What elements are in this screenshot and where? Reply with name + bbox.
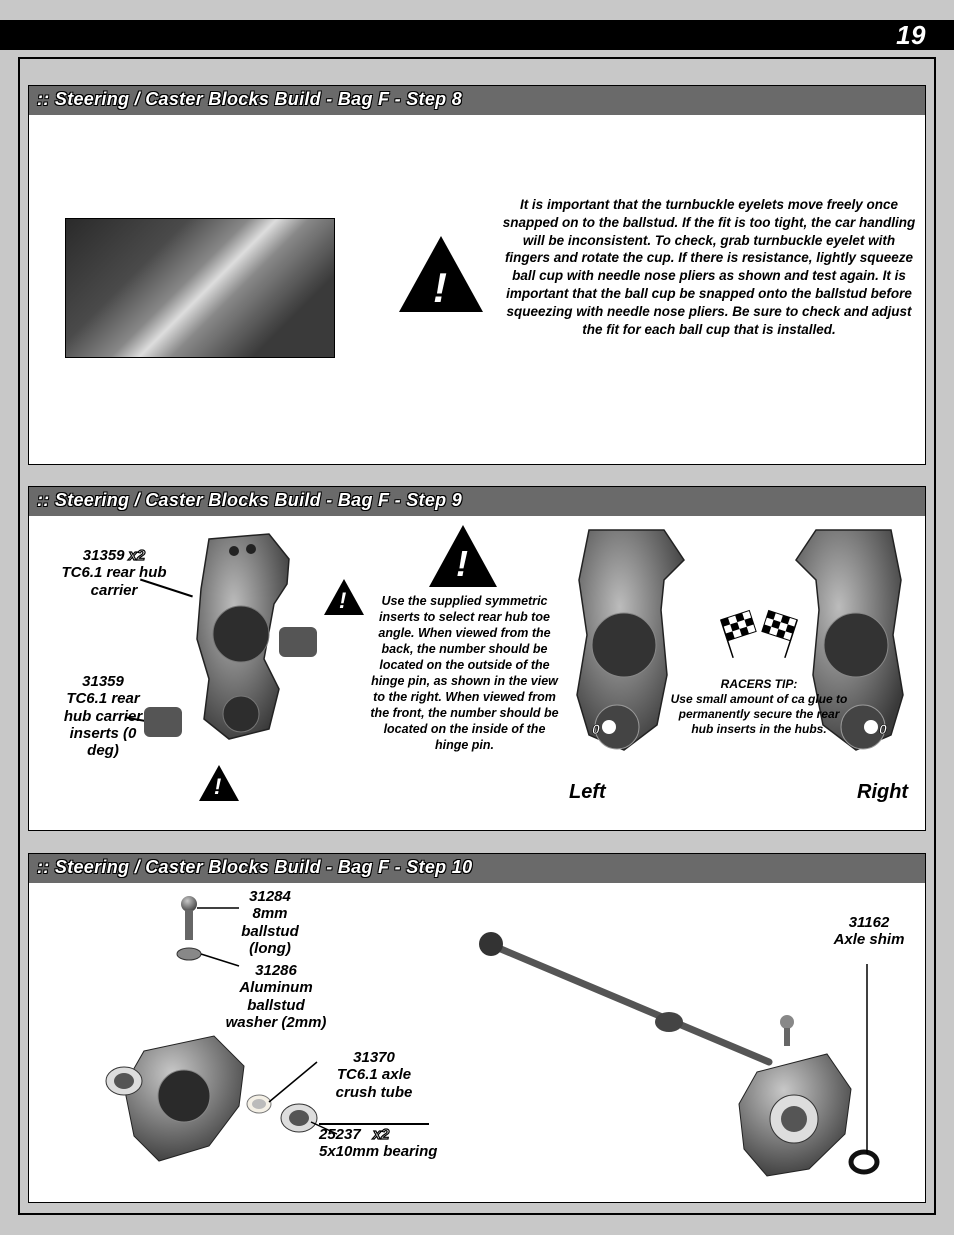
carrier-qty: x2: [129, 547, 146, 564]
p5-num: 31162: [849, 914, 890, 931]
carrier-partnum: 31359: [83, 547, 125, 564]
divider-line: [319, 1123, 429, 1125]
p3-name: TC6.1 axle crush tube: [336, 1066, 413, 1100]
p4-num: 25237: [319, 1126, 361, 1143]
warning-icon: [199, 765, 239, 801]
p2-num: 31286: [255, 962, 297, 979]
step10-header: :: Steering / Caster Blocks Build - Bag …: [29, 854, 925, 883]
inserts-name: TC6.1 rear hub carrier inserts (0 deg): [64, 690, 142, 759]
tip-body: Use small amount of ca glue to permanent…: [671, 692, 848, 736]
insert-diagram: [144, 707, 182, 737]
svg-text:0: 0: [879, 721, 887, 737]
step8-header: :: Steering / Caster Blocks Build - Bag …: [29, 86, 925, 115]
label-inserts: 31359 TC6.1 rear hub carrier inserts (0 …: [53, 673, 153, 759]
p4-name: 5x10mm bearing: [319, 1143, 437, 1160]
p4-qty: x2: [373, 1126, 390, 1143]
racers-flags-icon: [709, 607, 809, 672]
racers-tip: RACERS TIP: Use small amount of ca glue …: [669, 677, 849, 737]
warning-icon: [399, 236, 483, 312]
step8-note: It is important that the turnbuckle eyel…: [499, 196, 919, 339]
label-axleshim: 31162 Axle shim: [819, 914, 919, 949]
pliers-photo: [65, 218, 335, 358]
step9-note: Use the supplied symmetric inserts to se…: [367, 593, 562, 753]
svg-text:0: 0: [592, 721, 600, 737]
right-label: Right: [857, 781, 908, 804]
label-carrier: 31359x2 TC6.1 rear hub carrier: [59, 547, 169, 599]
section-step8: :: Steering / Caster Blocks Build - Bag …: [28, 85, 926, 465]
insert-diagram: [279, 627, 317, 657]
section-step9: :: Steering / Caster Blocks Build - Bag …: [28, 486, 926, 831]
p2-name: Aluminum ballstud washer (2mm): [226, 979, 327, 1031]
p5-name: Axle shim: [834, 931, 905, 948]
warning-icon: [429, 525, 497, 587]
p1-name: 8mm ballstud (long): [241, 905, 299, 957]
tip-title: RACERS TIP:: [721, 677, 798, 691]
warning-icon: [324, 579, 364, 615]
label-crushtube: 31370 TC6.1 axle crush tube: [319, 1049, 429, 1101]
section-step10: :: Steering / Caster Blocks Build - Bag …: [28, 853, 926, 1203]
p1-num: 31284: [249, 888, 291, 905]
left-label: Left: [569, 781, 606, 804]
page-number: 19: [0, 20, 954, 50]
label-bearing: 25237 x2 5x10mm bearing: [319, 1126, 449, 1161]
p3-num: 31370: [353, 1049, 395, 1066]
page-frame: :: Steering / Caster Blocks Build - Bag …: [18, 57, 936, 1215]
step9-header: :: Steering / Caster Blocks Build - Bag …: [29, 487, 925, 516]
inserts-partnum: 31359: [82, 673, 124, 690]
label-ballstud: 31284 8mm ballstud (long): [224, 888, 316, 957]
label-washer: 31286 Aluminum ballstud washer (2mm): [221, 962, 331, 1031]
